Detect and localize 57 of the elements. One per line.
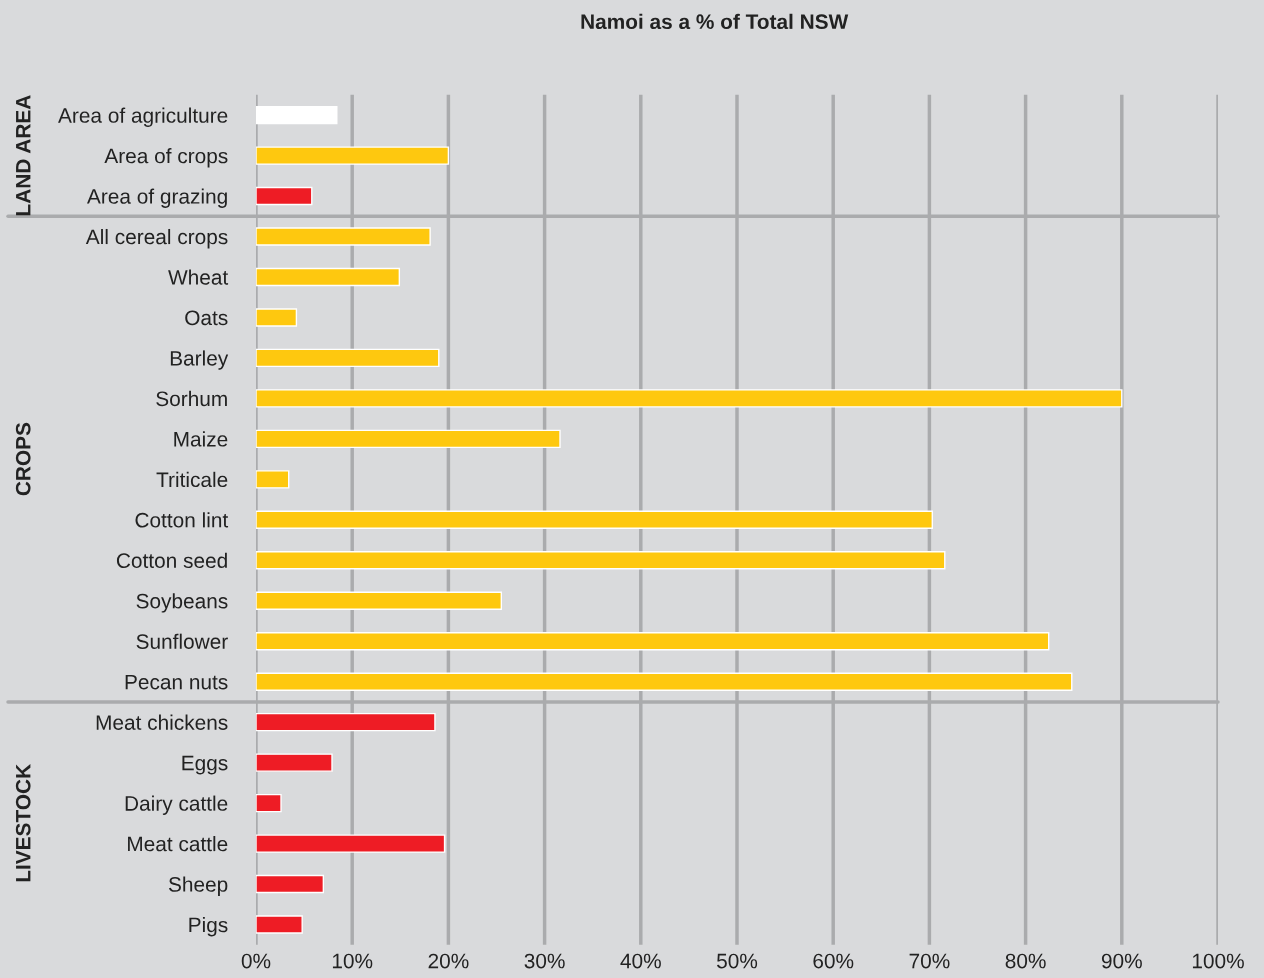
bar bbox=[256, 348, 440, 368]
y-tick-label: Sunflower bbox=[136, 633, 228, 649]
y-tick-label: Cotton seed bbox=[116, 552, 227, 569]
bar bbox=[256, 672, 1073, 691]
x-tick-label: 80% bbox=[1005, 953, 1046, 969]
bar bbox=[256, 753, 333, 772]
y-tick-label: Meat chickens bbox=[96, 714, 228, 730]
y-tick-label: Pecan nuts bbox=[125, 674, 228, 690]
y-tick-label: Wheat bbox=[168, 269, 229, 285]
y-tick-label: Area of grazing bbox=[86, 188, 227, 208]
chart-title: Namoi as a % of Total NSW bbox=[581, 13, 849, 30]
y-tick-label: Area of crops bbox=[104, 148, 228, 168]
x-tick-label: 50% bbox=[716, 953, 758, 969]
bar bbox=[256, 308, 298, 327]
x-tick-label: 0% bbox=[241, 953, 271, 969]
bar bbox=[256, 470, 290, 489]
y-tick-label: Area of agriculture bbox=[58, 107, 228, 127]
bar bbox=[256, 146, 450, 165]
y-tick-label: Barley bbox=[170, 350, 229, 370]
bar bbox=[256, 510, 933, 530]
x-tick-label: 100% bbox=[1192, 953, 1244, 969]
bar bbox=[256, 793, 282, 813]
x-tick-label: 10% bbox=[332, 953, 373, 969]
bar bbox=[256, 834, 446, 853]
x-tick-label: 30% bbox=[524, 953, 565, 969]
text: LIVESTOCK bbox=[15, 764, 31, 882]
y-tick-label: Meat cattle bbox=[128, 836, 228, 852]
bar bbox=[256, 267, 401, 287]
y-tick-label: Soybeans bbox=[136, 593, 228, 613]
bar bbox=[256, 389, 1123, 408]
x-tick-label: 20% bbox=[428, 953, 469, 969]
bar bbox=[256, 551, 946, 570]
bar bbox=[256, 105, 338, 125]
x-tick-label: 90% bbox=[1101, 953, 1142, 969]
y-tick-label: Pigs bbox=[189, 916, 228, 937]
bar bbox=[256, 186, 313, 206]
x-tick-label: 70% bbox=[909, 953, 950, 969]
y-tick-label: Sheep bbox=[168, 876, 228, 896]
y-tick-label: Maize bbox=[174, 431, 228, 447]
bar bbox=[256, 632, 1050, 651]
y-tick-label: Triticale bbox=[156, 471, 228, 488]
y-tick-label: Cotton lint bbox=[135, 512, 229, 528]
bar bbox=[256, 429, 561, 449]
text: CROPS bbox=[15, 422, 31, 496]
bar bbox=[256, 915, 303, 934]
x-tick-label: 40% bbox=[620, 953, 661, 969]
y-tick-label: Eggs bbox=[182, 755, 228, 775]
y-tick-label: Dairy cattle bbox=[125, 795, 228, 815]
bar bbox=[256, 712, 436, 732]
y-tick-label: All cereal crops bbox=[85, 228, 228, 249]
bar bbox=[256, 227, 431, 246]
bar bbox=[256, 591, 503, 610]
y-tick-label: Oats bbox=[185, 310, 228, 326]
y-tick-label: Sorhum bbox=[156, 390, 227, 407]
x-tick-label: 60% bbox=[813, 953, 854, 969]
text: LAND AREA bbox=[16, 95, 31, 216]
bar bbox=[256, 874, 325, 894]
